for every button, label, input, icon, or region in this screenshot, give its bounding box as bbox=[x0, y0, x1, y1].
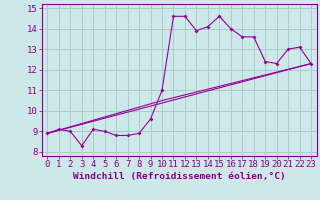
X-axis label: Windchill (Refroidissement éolien,°C): Windchill (Refroidissement éolien,°C) bbox=[73, 172, 285, 181]
